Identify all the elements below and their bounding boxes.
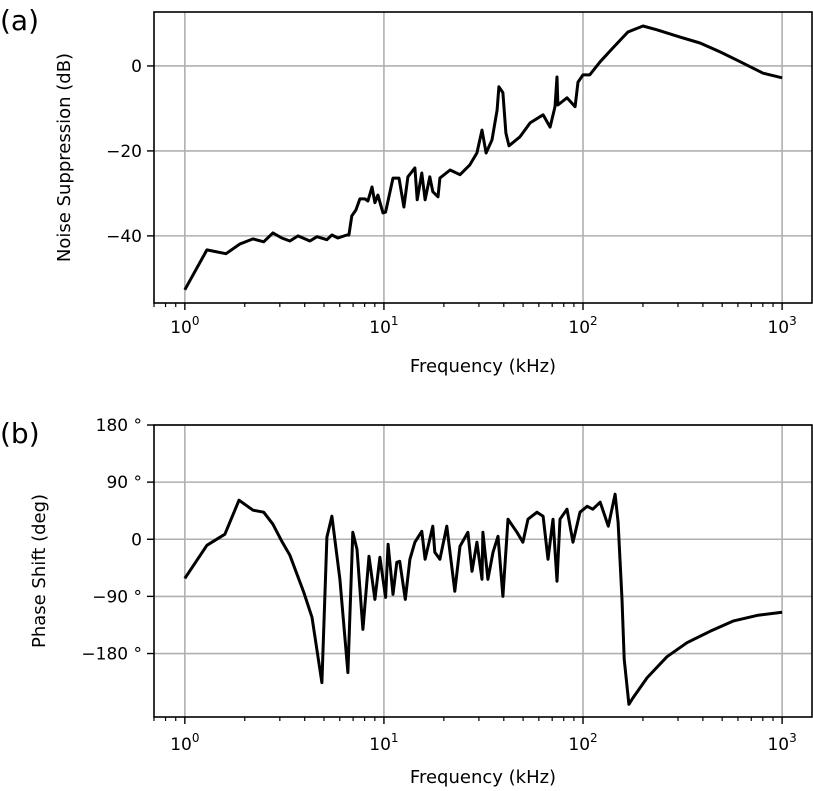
panel-a: 100 101 102 103 0 −20 −40 Frequency (kHz) Noise … (0, 4, 813, 377)
x-tick-label: 102 (568, 314, 597, 338)
y-tick-label: −90 ° (92, 587, 142, 607)
x-axis-label: Frequency (kHz) (410, 767, 556, 788)
x-tick-label: 101 (369, 314, 398, 338)
x-tick-label: 100 (170, 731, 199, 755)
x-tick-label: 101 (369, 731, 398, 755)
y-tick-label: −40 (106, 227, 142, 247)
y-tick-label: 0 (131, 57, 142, 77)
panel-label: (b) (0, 417, 40, 450)
panel-b: 100 101 102 103 180 ° 90 ° 0 −90 ° −180 ° Frequen… (0, 416, 813, 788)
y-tick-label: 0 (131, 530, 142, 550)
axes-frame (153, 11, 813, 304)
y-tick-label: 90 ° (106, 473, 142, 493)
x-tick-label: 102 (568, 731, 597, 755)
series-line-phase-shift (183, 492, 783, 706)
x-tick-label: 103 (767, 314, 796, 338)
y-axis-label: Noise Suppression (dB) (54, 53, 75, 262)
y-axis-label: Phase Shift (deg) (29, 494, 50, 648)
y-tick-label: −180 ° (81, 645, 142, 665)
series-line-noise-suppression (183, 24, 783, 291)
x-tick-label: 103 (767, 731, 796, 755)
axes-frame (153, 424, 813, 718)
y-tick-label: 180 ° (96, 416, 142, 436)
y-tick-label: −20 (106, 142, 142, 162)
x-axis-label: Frequency (kHz) (410, 356, 556, 377)
x-tick-label: 100 (170, 314, 199, 338)
panel-label: (a) (0, 4, 39, 37)
